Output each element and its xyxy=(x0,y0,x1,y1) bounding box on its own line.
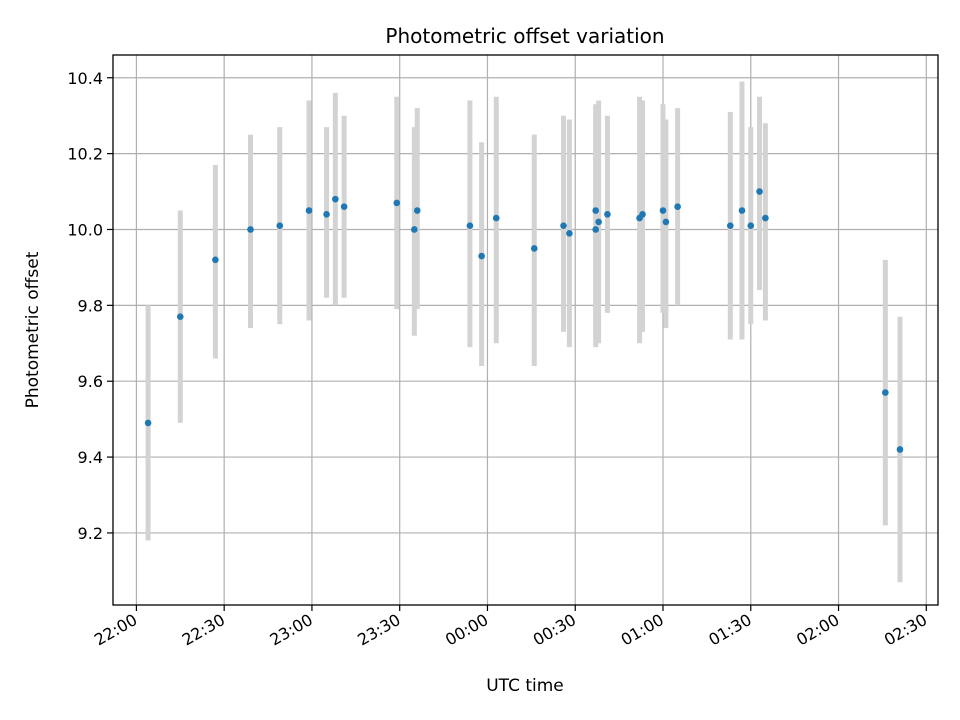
data-point xyxy=(726,222,734,229)
data-point xyxy=(530,245,538,252)
data-point xyxy=(276,222,284,229)
data-point xyxy=(340,203,348,211)
y-tick-label: 9.8 xyxy=(78,296,103,315)
data-point xyxy=(332,195,339,203)
y-axis-ticks: 9.2 9.4 9.6 9.8 10.0 10.2 10.4 xyxy=(67,69,113,543)
data-point xyxy=(413,207,421,214)
y-tick-label: 9.6 xyxy=(78,372,103,391)
y-tick-label: 10.4 xyxy=(67,69,103,88)
data-point xyxy=(662,218,670,226)
data-point xyxy=(478,252,485,260)
data-point xyxy=(393,199,401,207)
data-point xyxy=(896,446,904,453)
data-point xyxy=(212,256,219,264)
data-point xyxy=(595,218,602,226)
data-point xyxy=(411,226,418,233)
y-tick-label: 9.4 xyxy=(78,448,103,467)
data-point xyxy=(604,211,611,218)
data-point xyxy=(747,222,755,229)
data-points xyxy=(144,188,904,453)
data-point xyxy=(762,214,769,222)
data-point xyxy=(738,207,746,214)
data-point xyxy=(659,207,667,214)
data-point xyxy=(882,389,889,396)
data-point xyxy=(323,211,330,218)
data-point xyxy=(144,419,152,427)
data-point xyxy=(247,226,254,233)
data-point xyxy=(492,214,500,222)
chart-title: Photometric offset variation xyxy=(385,24,664,48)
data-point xyxy=(674,203,681,211)
data-point xyxy=(566,229,573,237)
data-point xyxy=(466,222,474,229)
data-point xyxy=(592,207,600,214)
data-point xyxy=(560,222,567,229)
x-axis-title: UTC time xyxy=(486,676,564,696)
data-point xyxy=(639,211,646,218)
y-tick-label: 10.0 xyxy=(67,220,103,239)
y-tick-label: 9.2 xyxy=(78,524,103,543)
y-axis-title: Photometric offset xyxy=(23,251,43,408)
data-point xyxy=(756,188,763,195)
data-point xyxy=(592,226,600,233)
plot-frame xyxy=(112,54,939,606)
data-point xyxy=(176,313,184,321)
y-tick-label: 10.2 xyxy=(67,145,103,164)
data-point xyxy=(305,207,313,214)
